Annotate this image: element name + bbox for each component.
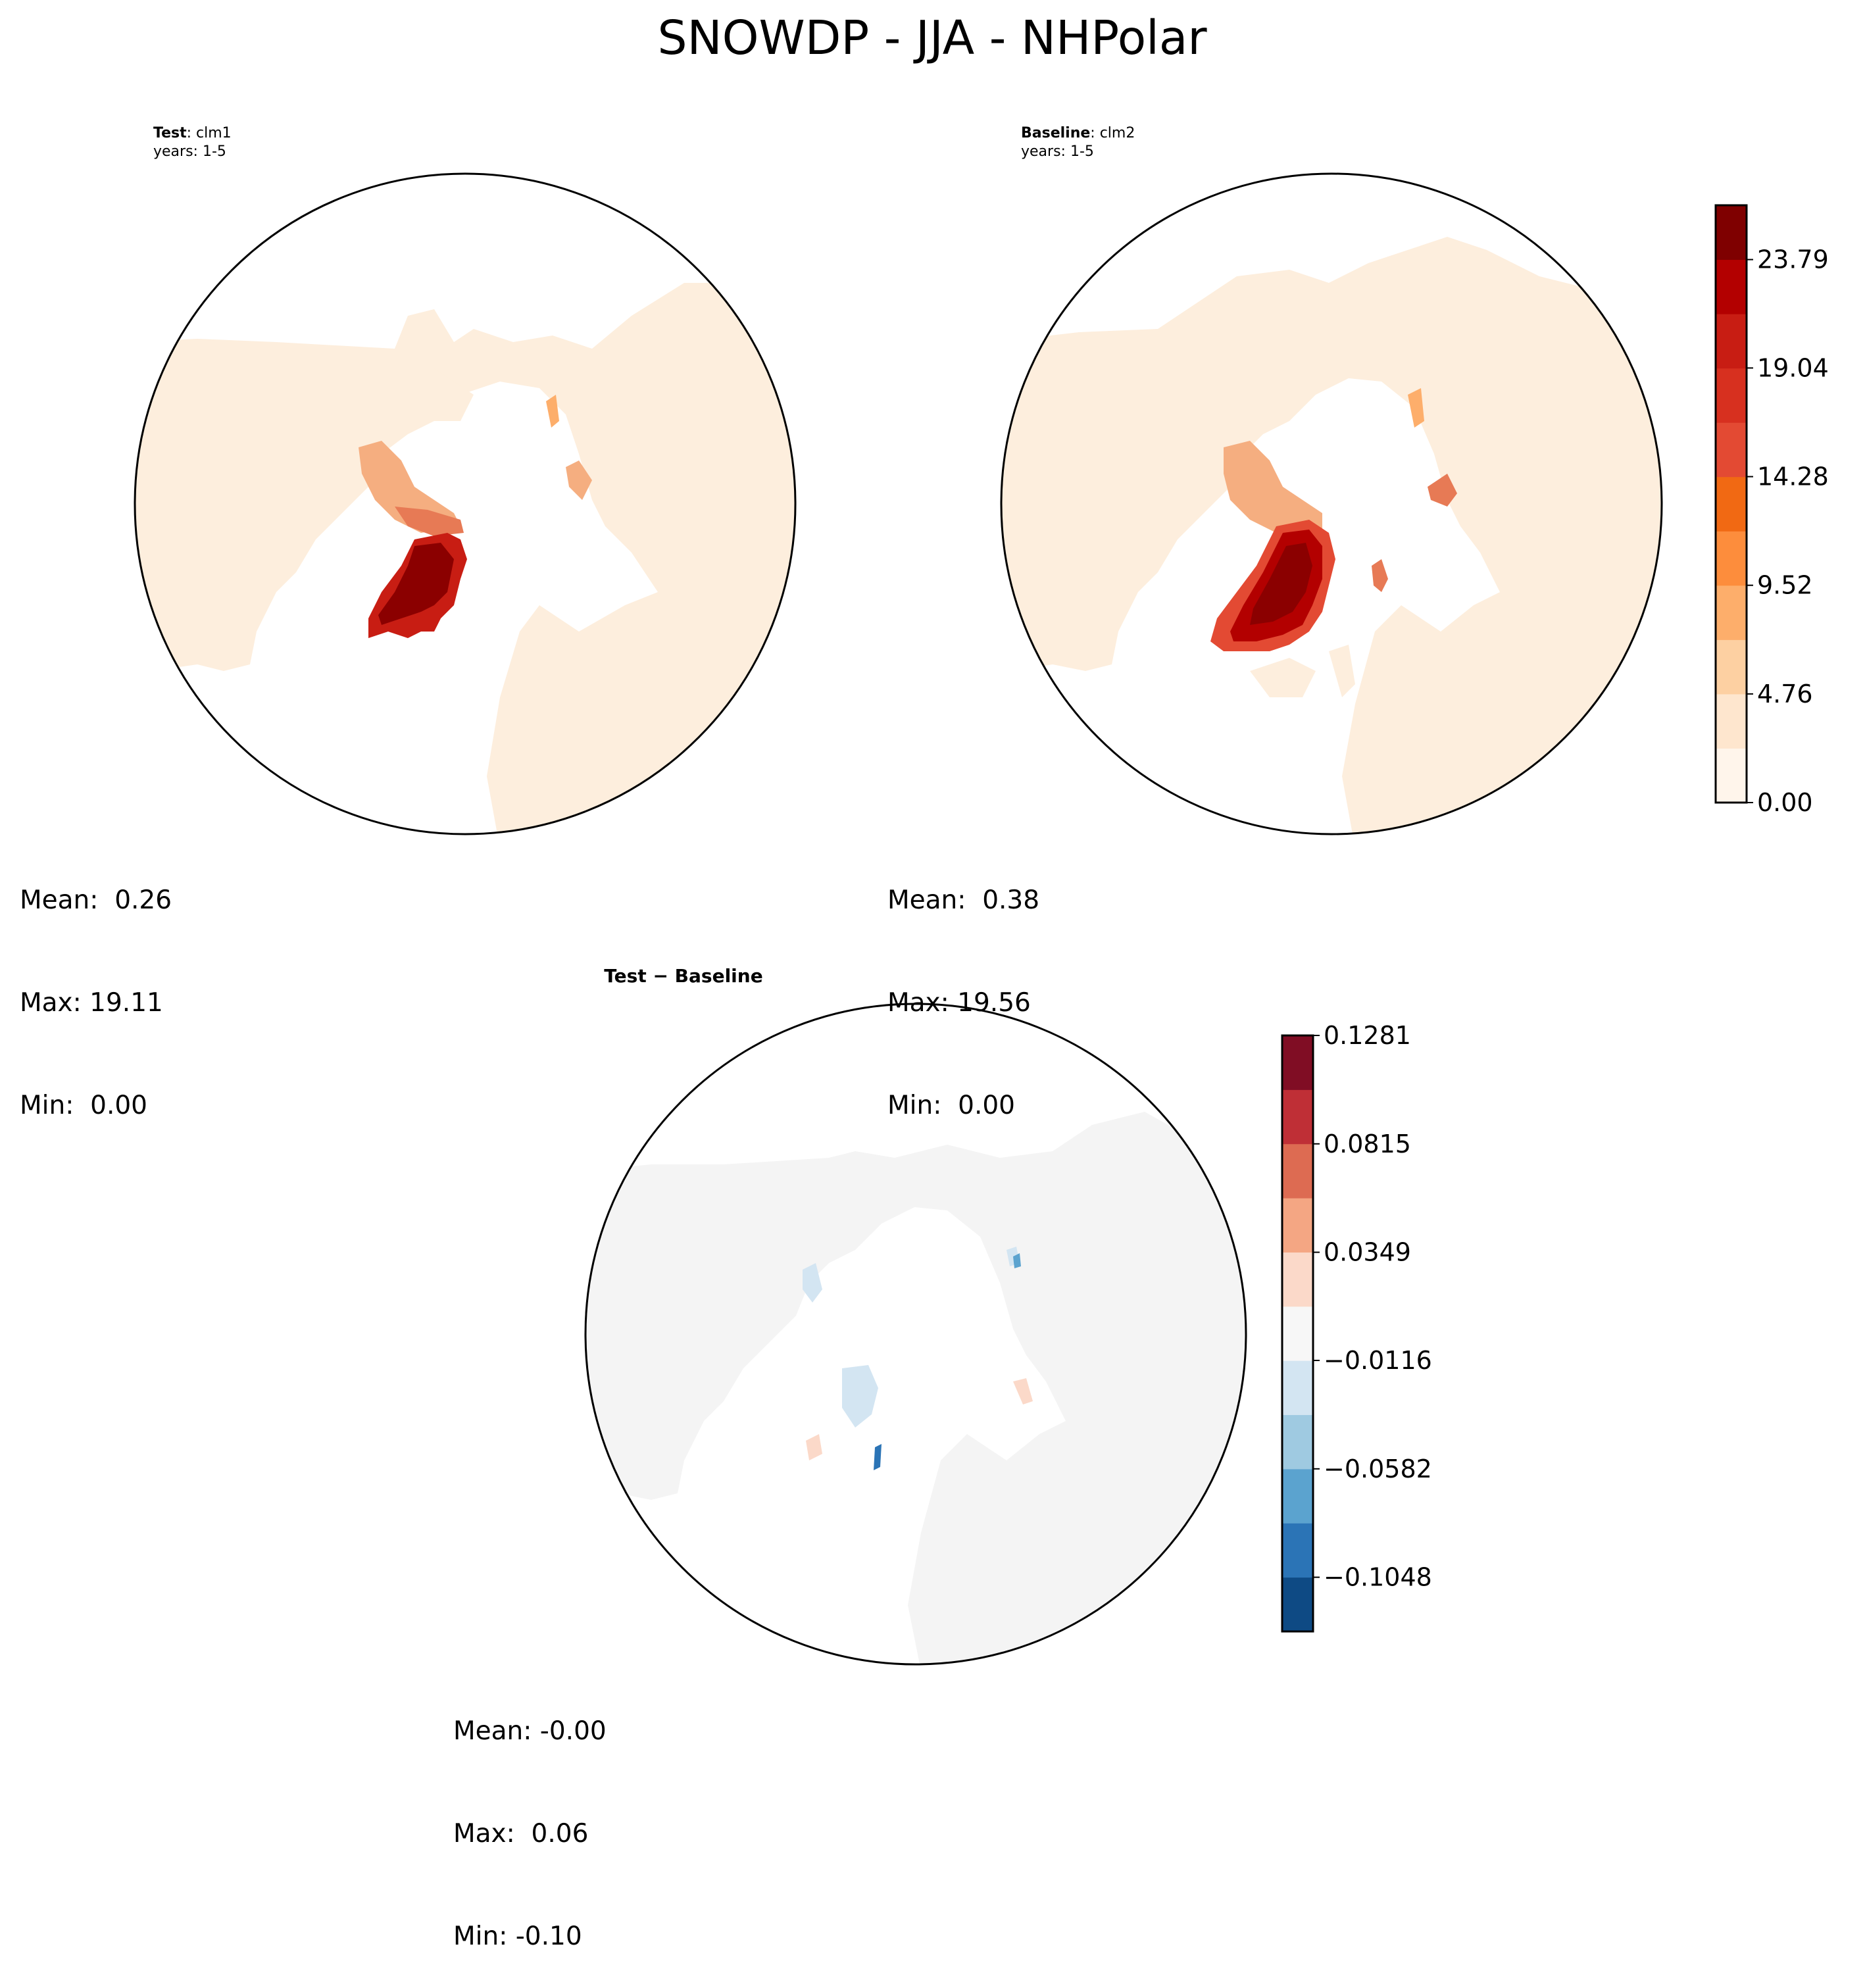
panel-baseline-label-text: : clm2	[1090, 125, 1135, 141]
panel-test-label: Test: clm1	[153, 125, 232, 141]
stats-diff-mean: Mean: -0.00	[453, 1716, 607, 1746]
colorbar-diff-segment	[1282, 1414, 1313, 1470]
colorbar-diff-tick-label: 0.0349	[1324, 1238, 1411, 1267]
figure-title: SNOWDP - JJA - NHPolar	[657, 11, 1207, 65]
stats-diff-min: Min: -0.10	[453, 1922, 582, 1951]
colorbar-snow-segment	[1716, 314, 1747, 369]
colorbar-snow-tick-label: 19.04	[1757, 353, 1829, 382]
colorbar-snow-tick-label: 9.52	[1757, 571, 1813, 600]
colorbar-diff-segment	[1282, 1143, 1313, 1199]
colorbar-snow-segment	[1716, 585, 1747, 640]
stats-baseline: Mean: 0.38 Max: 19.56 Min: 0.00	[887, 815, 1039, 1157]
stats-test-min: Min: 0.00	[20, 1091, 147, 1120]
colorbar-diff-segment	[1282, 1577, 1313, 1632]
colorbar-diff-tick-label: −0.0582	[1324, 1454, 1432, 1483]
panel-test-years: years: 1-5	[153, 143, 226, 160]
colorbar-snow-segment	[1716, 748, 1747, 803]
colorbar-snow-segment	[1716, 476, 1747, 532]
stats-baseline-min: Min: 0.00	[887, 1091, 1015, 1120]
stats-test: Mean: 0.26 Max: 19.11 Min: 0.00	[20, 815, 172, 1157]
colorbar-diff-segment	[1282, 1089, 1313, 1145]
stats-baseline-max: Max: 19.56	[887, 988, 1031, 1018]
panel-test-label-bold: Test	[153, 125, 187, 141]
colorbar-diff-tick-label: −0.0116	[1324, 1346, 1432, 1375]
colorbar-diff-segment	[1282, 1198, 1313, 1253]
snow-cover-low	[135, 283, 795, 834]
colorbar-diff-segment	[1282, 1252, 1313, 1307]
colorbar-diff-segment	[1282, 1306, 1313, 1361]
panel-baseline: Baseline: clm2 years: 1-5	[1000, 125, 1829, 835]
colorbar-snow-tick-label: 0.00	[1757, 788, 1813, 817]
stats-baseline-mean: Mean: 0.38	[887, 885, 1040, 915]
colorbar-snow-segment	[1716, 422, 1747, 478]
colorbar-diff-tick-label: 0.0815	[1324, 1130, 1411, 1158]
panel-baseline-label: Baseline: clm2	[1021, 125, 1135, 141]
colorbar-diff-segment	[1282, 1360, 1313, 1416]
colorbar-snow: 0.00 4.76 9.52 14.28 19.04 23.79	[1714, 204, 1829, 817]
colorbar-snow-tick-label: 4.76	[1757, 680, 1813, 708]
colorbar-diff-segment	[1282, 1523, 1313, 1578]
colorbar-snow-frame	[1714, 204, 1748, 804]
panel-test-label-text: : clm1	[187, 125, 232, 141]
colorbar-snow-segment	[1716, 205, 1747, 261]
panel-diff: Test − Baseline −0.1048 −0.0582 −0.0116 0.0…	[584, 965, 1432, 1666]
colorbar-snow-segment	[1716, 259, 1747, 314]
colorbar-snow-segment	[1716, 639, 1747, 695]
stats-diff-max: Max: 0.06	[453, 1819, 589, 1849]
colorbar-diff: −0.1048 −0.0582 −0.0116 0.0349 0.0815 0.1281	[1281, 1021, 1432, 1633]
colorbar-diff-segment	[1282, 1035, 1313, 1090]
panel-baseline-label-bold: Baseline	[1021, 125, 1090, 141]
stats-diff: Mean: -0.00 Max: 0.06 Min: -0.10	[453, 1646, 607, 1988]
figure-canvas: SNOWDP - JJA - NHPolar Test: clm1 years:…	[134, 11, 1829, 1666]
stats-test-max: Max: 19.11	[20, 988, 163, 1018]
colorbar-snow-segment	[1716, 531, 1747, 586]
snow-cover-mid	[359, 441, 460, 533]
colorbar-snow-tick-label: 23.79	[1757, 245, 1829, 274]
panel-test: Test: clm1 years: 1-5	[134, 125, 797, 835]
colorbar-diff-tick-label: 0.1281	[1324, 1021, 1411, 1050]
map-test	[134, 172, 797, 835]
colorbar-diff-segment	[1282, 1468, 1313, 1524]
panel-baseline-years: years: 1-5	[1021, 143, 1094, 160]
colorbar-snow-tick-label: 14.28	[1757, 462, 1829, 491]
panel-diff-label: Test − Baseline	[604, 965, 762, 987]
map-baseline	[1000, 172, 1663, 835]
stats-test-mean: Mean: 0.26	[20, 885, 172, 915]
colorbar-diff-tick-label: −0.1048	[1324, 1563, 1432, 1592]
colorbar-snow-segment	[1716, 368, 1747, 423]
map-diff	[584, 1003, 1247, 1666]
colorbar-diff-frame	[1281, 1034, 1314, 1633]
colorbar-snow-segment	[1716, 693, 1747, 749]
